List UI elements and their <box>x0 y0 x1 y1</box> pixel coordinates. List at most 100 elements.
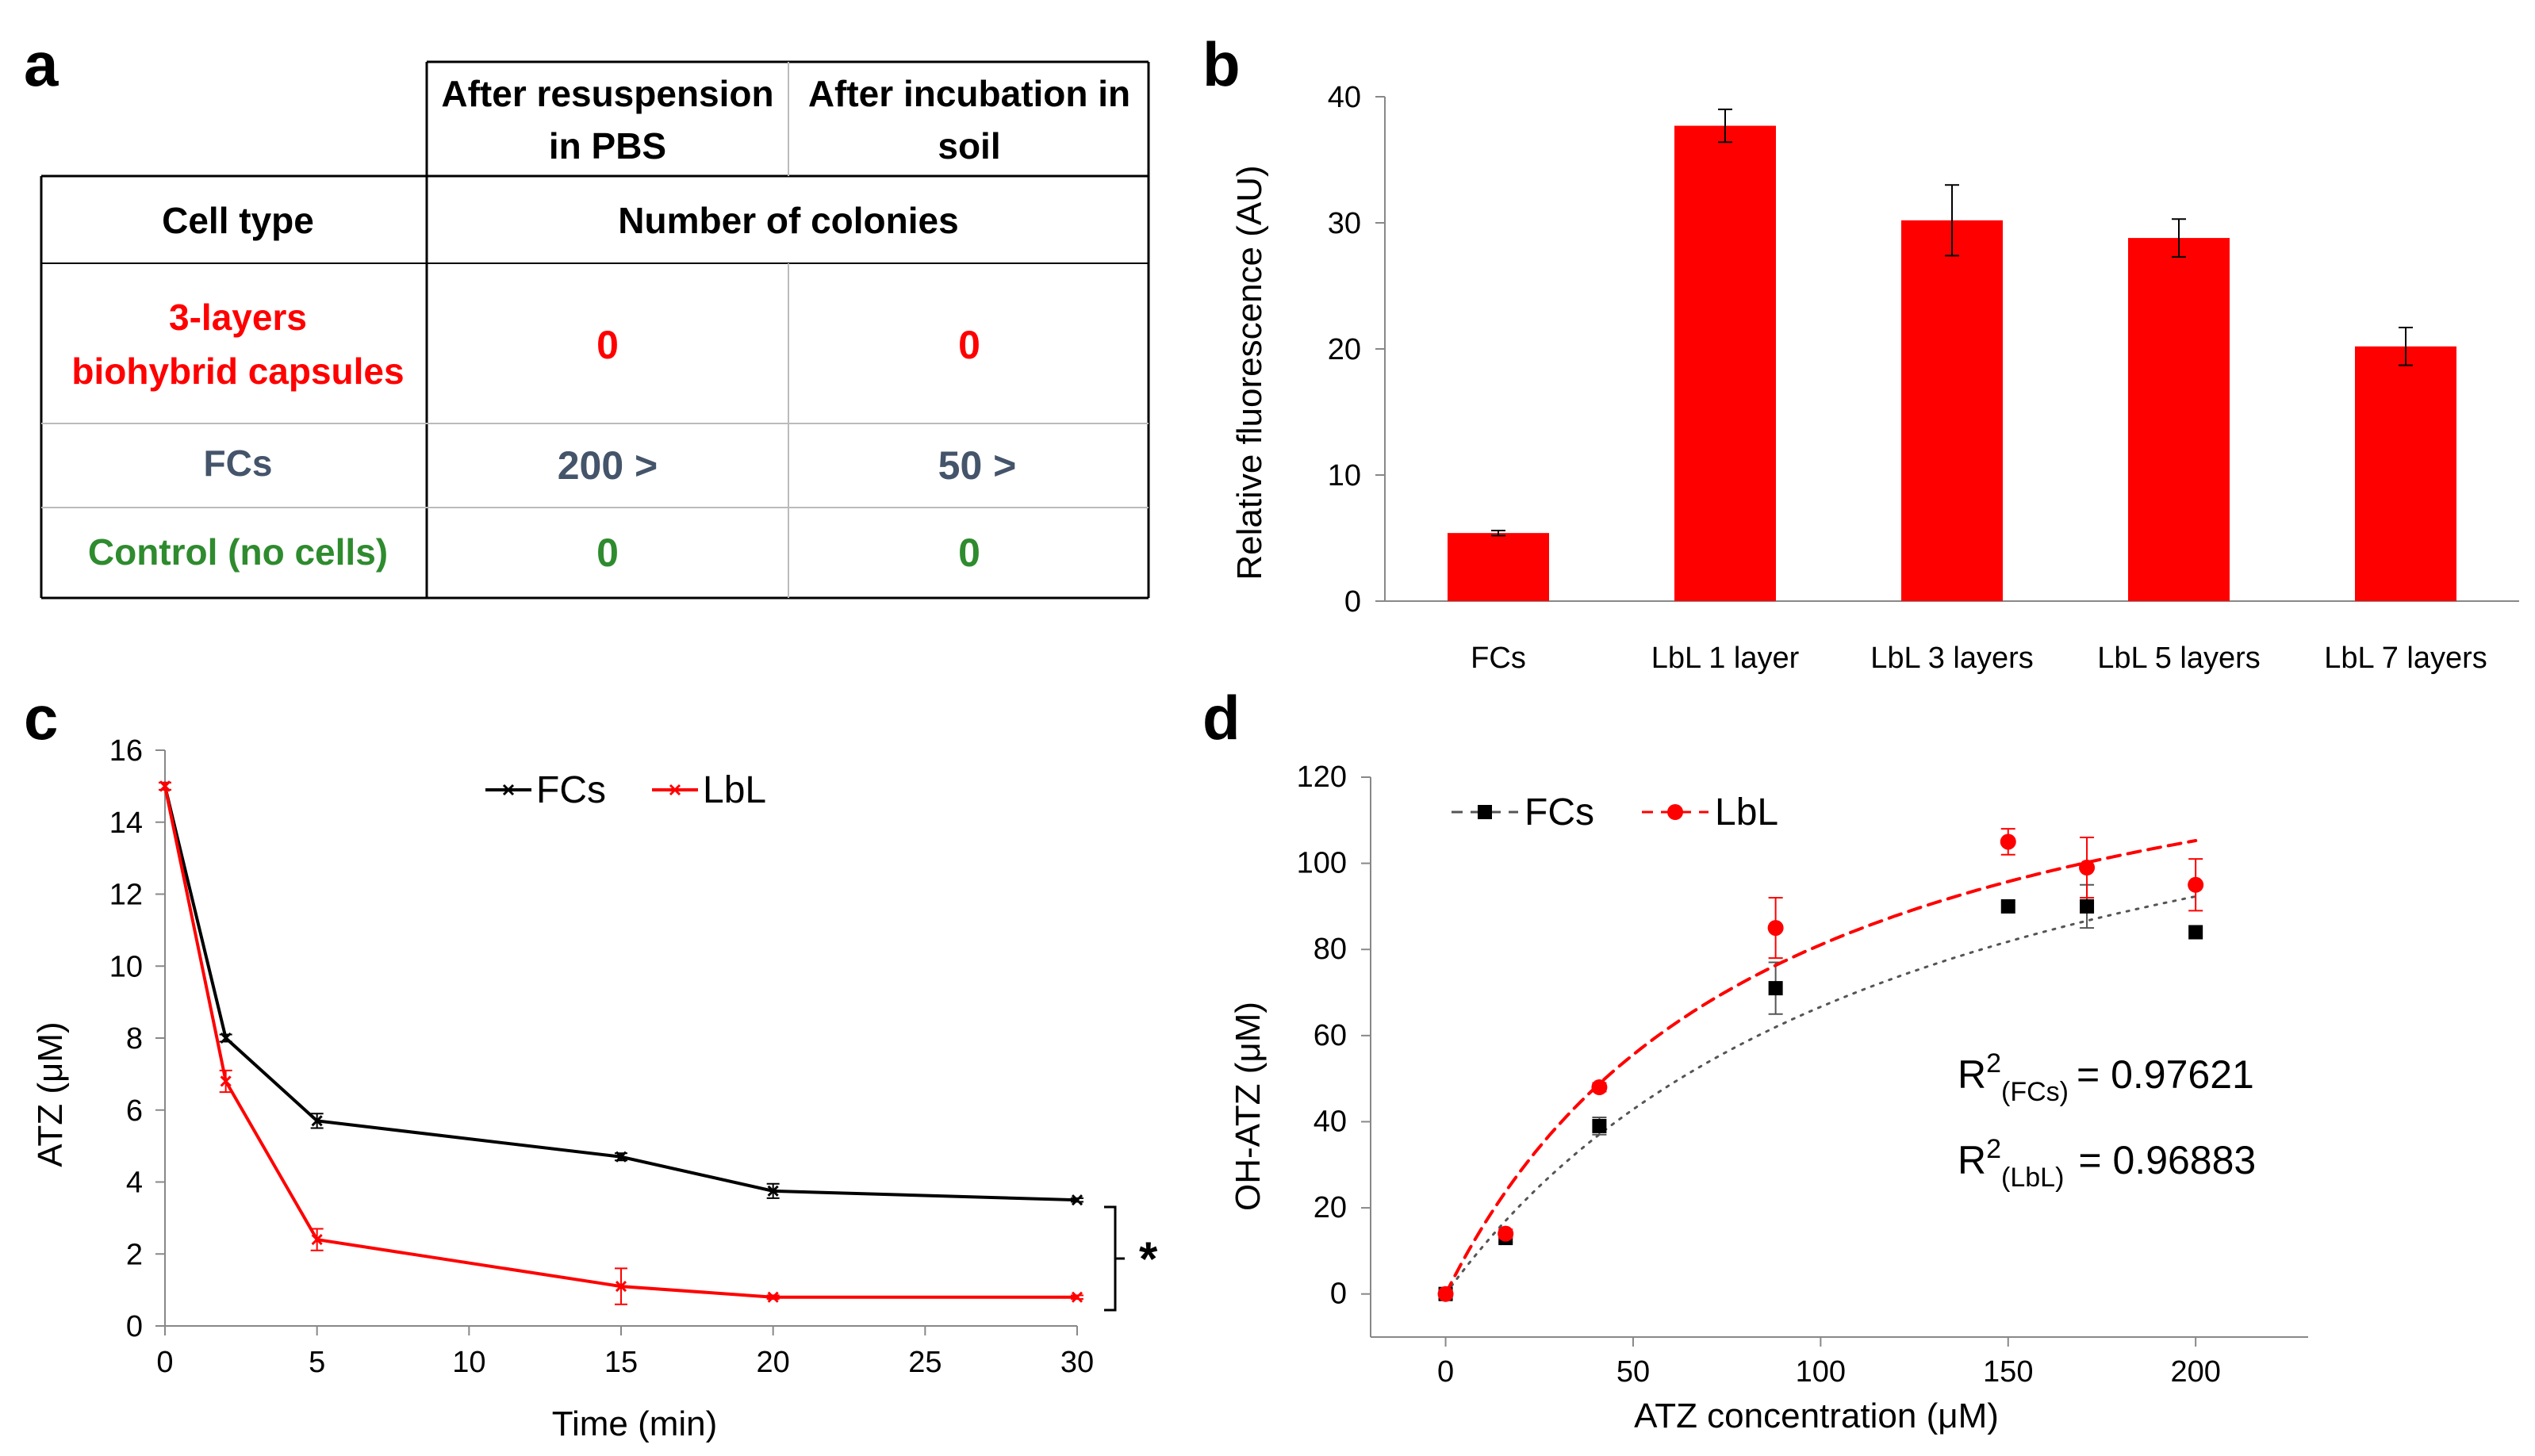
panel-b-bar-chart: b Relative fluorescence (AU) 0 10 20 30 40 FC… <box>1202 29 2519 675</box>
c-point-marker <box>220 1075 232 1087</box>
c-y-tick-label: 6 <box>126 1094 143 1128</box>
header-number-of-colonies: Number of colonies <box>618 200 958 241</box>
c-point-marker <box>767 1291 779 1303</box>
d-point-lbl <box>1498 1225 1514 1242</box>
d-y-tick-label: 60 <box>1314 1019 1347 1052</box>
c-point-marker <box>311 1234 323 1246</box>
c-legend-marker <box>502 784 515 796</box>
table-grid <box>40 60 1150 600</box>
c-y-tick-label: 14 <box>109 807 143 840</box>
header-cell-type: Cell type <box>162 200 314 241</box>
c-legend-label-lbl: LbL <box>703 769 766 811</box>
row-fcs-soil: 50 > <box>938 443 1017 488</box>
d-point-lbl <box>1437 1285 1454 1302</box>
d-point-fcs <box>1592 1118 1607 1133</box>
c-series-line-fcs <box>163 785 1078 1202</box>
c-y-tick-label: 4 <box>126 1167 143 1200</box>
b-y-tick-label: 30 <box>1328 207 1361 240</box>
d-y-axis-label: OH-ATZ (μM) <box>1229 1002 1268 1211</box>
row-fcs-name: FCs <box>204 443 273 484</box>
d-legend-label-fcs: FCs <box>1524 791 1594 833</box>
b-y-tick-label: 10 <box>1328 459 1361 492</box>
d-legend-marker <box>1478 805 1492 819</box>
c-x-tick-label: 0 <box>156 1346 173 1379</box>
c-y-tick-label: 12 <box>109 879 143 912</box>
panel-c-line-chart: c ATZ (μM) Time (min) 0 2 4 6 8 10 12 14 16 0 5 10 1… <box>24 683 1158 1443</box>
c-x-tick-label: 30 <box>1060 1346 1094 1379</box>
c-y-axis-label: ATZ (μM) <box>31 1021 70 1167</box>
row-control-pbs: 0 <box>596 531 619 575</box>
d-r2-fcs: R2(FCs) = 0.97621 <box>1958 1048 2254 1107</box>
b-x-tick-label: LbL 3 layers <box>1870 642 2034 675</box>
d-x-tick-label: 200 <box>2170 1355 2220 1389</box>
c-x-axis-label: Time (min) <box>552 1404 718 1443</box>
d-point-fcs <box>2188 925 2203 940</box>
d-point-fcs <box>2080 899 2095 914</box>
c-y-tick-label: 2 <box>126 1238 143 1271</box>
d-y-tick-label: 80 <box>1314 933 1347 966</box>
b-y-axis-label: Relative fluorescence (AU) <box>1230 165 1269 580</box>
panel-a-table: a After resuspension in PBS After incuba… <box>24 29 1150 600</box>
b-bar <box>1674 125 1776 601</box>
row-capsules-pbs: 0 <box>596 323 619 367</box>
b-x-tick-label: LbL 5 layers <box>2097 642 2261 675</box>
c-point-marker <box>767 1185 779 1197</box>
panel-b-label: b <box>1202 29 1241 99</box>
row-control-soil: 0 <box>958 531 980 575</box>
d-y-tick-label: 40 <box>1314 1105 1347 1138</box>
c-point-marker <box>159 780 171 792</box>
row-capsules-soil: 0 <box>958 323 980 367</box>
panel-a-label: a <box>24 29 59 99</box>
b-bar <box>1901 220 2003 601</box>
header-pbs-line2: in PBS <box>549 125 666 167</box>
c-legend-marker <box>669 784 681 796</box>
header-soil-line2: soil <box>938 125 1000 167</box>
b-x-tick-label: LbL 1 layer <box>1651 642 1800 675</box>
header-soil-line1: After incubation in <box>808 73 1130 114</box>
d-legend-marker <box>1667 804 1683 820</box>
b-bar <box>1448 533 1549 601</box>
d-x-tick-label: 50 <box>1616 1355 1650 1389</box>
b-x-tick-label: LbL 7 layers <box>2324 642 2487 675</box>
c-legend-label-fcs: FCs <box>536 769 606 811</box>
c-point-marker <box>615 1151 627 1163</box>
c-point-marker <box>1071 1194 1083 1206</box>
c-significance-star: * <box>1139 1232 1158 1285</box>
c-y-tick-label: 10 <box>109 950 143 983</box>
d-y-tick-label: 0 <box>1330 1278 1347 1311</box>
d-point-lbl <box>2000 833 2016 850</box>
d-x-axis-label: ATZ concentration (μM) <box>1634 1397 1999 1435</box>
d-point-lbl <box>2188 876 2204 893</box>
row-capsules-name-line2: biohybrid capsules <box>71 351 404 392</box>
d-fit-curve-lbl <box>1444 839 2198 1296</box>
row-capsules-name-line1: 3-layers <box>169 297 307 338</box>
c-point-marker <box>1071 1291 1083 1303</box>
c-x-tick-label: 5 <box>309 1346 325 1379</box>
c-y-tick-label: 0 <box>126 1310 143 1343</box>
d-y-tick-label: 120 <box>1297 761 1347 794</box>
d-point-fcs <box>2000 899 2015 914</box>
d-point-lbl <box>1591 1079 1608 1096</box>
c-point-marker <box>615 1281 627 1293</box>
d-x-tick-label: 150 <box>1983 1355 2033 1389</box>
panel-c-label: c <box>24 683 58 753</box>
b-y-tick-label: 0 <box>1344 585 1361 619</box>
c-series-line-lbl <box>163 785 1077 1299</box>
d-point-lbl <box>1767 920 1784 937</box>
d-point-fcs <box>1768 981 1783 996</box>
c-x-tick-label: 10 <box>452 1346 485 1379</box>
header-pbs-line1: After resuspension <box>441 73 773 114</box>
c-y-tick-label: 16 <box>109 734 143 768</box>
c-point-marker <box>220 1032 232 1044</box>
c-x-tick-label: 25 <box>908 1346 942 1379</box>
b-bar <box>2355 346 2456 601</box>
d-y-tick-label: 20 <box>1314 1191 1347 1224</box>
d-point-lbl <box>2079 860 2096 876</box>
b-plot-area: 0 10 20 30 40 FCs LbL 1 layer LbL 3 layers LbL 5… <box>1328 81 2519 675</box>
d-plot-area: 0 20 40 60 80 100 120 0 50 100 150 200 FCs LbL <box>1297 761 2308 1389</box>
b-y-tick-label: 40 <box>1328 81 1361 114</box>
d-r2-lbl: R2(LbL) = 0.96883 <box>1958 1134 2256 1193</box>
c-significance-bracket <box>1104 1205 1125 1312</box>
c-x-tick-label: 20 <box>757 1346 790 1379</box>
